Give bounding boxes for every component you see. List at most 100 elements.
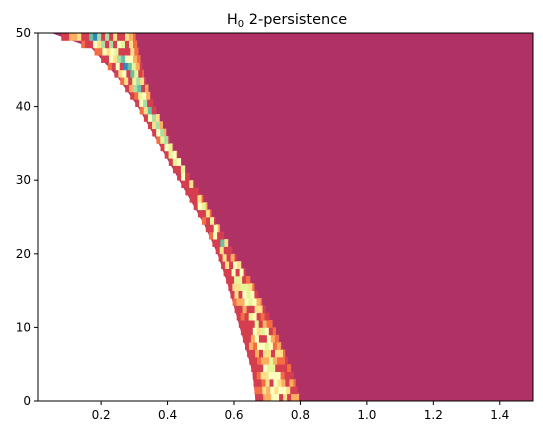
heatmap-cell	[130, 48, 134, 56]
heatmap-cell	[227, 254, 231, 262]
heatmap-cell	[214, 217, 216, 225]
heatmap-cell	[121, 55, 125, 63]
heatmap-cell	[144, 114, 148, 122]
heatmap-cell	[165, 143, 169, 151]
heatmap-cell	[161, 143, 165, 151]
heatmap-cell	[253, 298, 257, 306]
heatmap-cell	[138, 48, 139, 56]
heatmap-cell	[124, 62, 128, 70]
heatmap-cell	[102, 48, 106, 56]
heatmap-cell	[133, 55, 137, 63]
heatmap-cell	[275, 350, 279, 358]
heatmap-cell	[285, 372, 289, 380]
heatmap-cell	[249, 298, 253, 306]
heatmap-cell	[258, 386, 262, 394]
heatmap-cell	[282, 386, 286, 394]
heatmap-cell	[237, 298, 241, 306]
heatmap-cell	[202, 202, 206, 210]
heatmap-cell	[220, 239, 224, 247]
heatmap-cell	[134, 92, 138, 100]
heatmap-cell	[140, 62, 143, 70]
heatmap-cell	[253, 327, 257, 335]
heatmap-cell	[245, 298, 249, 306]
heatmap-cell	[289, 372, 293, 380]
heatmap-cell	[257, 327, 261, 335]
heatmap-cell	[202, 217, 206, 225]
heatmap-cell	[189, 180, 193, 188]
heatmap-cell	[283, 350, 285, 358]
heatmap-cell	[258, 379, 262, 387]
heatmap-cell	[145, 85, 148, 93]
heatmap-cell	[259, 364, 263, 372]
heatmap-cell	[110, 48, 114, 56]
heatmap-cell	[120, 62, 124, 70]
heatmap-cell	[99, 48, 103, 56]
heatmap-cell	[241, 298, 245, 306]
heatmap-cell	[137, 55, 141, 63]
heatmap-cell	[279, 350, 283, 358]
heatmap-cell	[271, 350, 275, 358]
heatmap-cell	[173, 158, 177, 166]
heatmap-cell	[151, 99, 153, 107]
heatmap-cell	[137, 85, 141, 93]
heatmap-cell	[113, 33, 117, 41]
heatmap-cell	[278, 386, 282, 394]
heatmap-cell	[108, 62, 112, 70]
heatmap-cell	[210, 217, 214, 225]
heatmap-cell	[220, 246, 224, 254]
heatmap-cell	[241, 327, 245, 335]
heatmap-cell	[259, 394, 263, 402]
heatmap-cell	[198, 202, 202, 210]
heatmap-cell	[247, 335, 251, 343]
heatmap-cell	[229, 261, 233, 269]
y-tick-label: 0	[23, 394, 31, 408]
heatmap-cell	[138, 70, 142, 78]
heatmap-cell	[269, 357, 273, 365]
heatmap-cell	[120, 77, 124, 85]
heatmap-cell	[206, 202, 208, 210]
heatmap-cell	[249, 357, 253, 365]
heatmap-cell	[281, 342, 283, 350]
heatmap-cell	[156, 121, 160, 129]
heatmap-cell	[251, 350, 255, 358]
heatmap-cell	[197, 188, 199, 196]
heatmap-cell	[234, 276, 238, 284]
heatmap-cell	[290, 386, 294, 394]
chart-title: H0 2-persistence	[227, 12, 347, 30]
heatmap-cell	[263, 320, 267, 328]
heatmap-cell	[266, 379, 270, 387]
heatmap-cell	[97, 40, 101, 48]
heatmap-cell	[293, 372, 294, 380]
heatmap-cell	[194, 202, 198, 210]
heatmap-cell	[243, 335, 247, 343]
heatmap-cell	[271, 335, 275, 343]
heatmap-cell	[160, 129, 164, 137]
heatmap-cell	[232, 246, 233, 254]
heatmap-cell	[270, 379, 274, 387]
heatmap-cell	[245, 313, 249, 321]
heatmap-cell	[135, 99, 139, 107]
heatmap-cell	[97, 33, 101, 41]
heatmap-cell	[274, 386, 278, 394]
heatmap-cell	[277, 342, 281, 350]
heatmap-cell	[239, 320, 243, 328]
heatmap-cell	[266, 386, 270, 394]
heatmap-cell	[263, 305, 266, 313]
y-tick-label: 20	[16, 247, 31, 261]
heatmap-cell	[254, 291, 258, 299]
heatmap-cell	[105, 55, 109, 63]
heatmap-cell	[93, 40, 97, 48]
heatmap-cell	[262, 386, 266, 394]
heatmap-cell	[125, 33, 129, 41]
heatmap-cell	[93, 33, 97, 41]
plot-area	[38, 33, 533, 401]
heatmap-cell	[253, 357, 257, 365]
heatmap-cell	[257, 342, 261, 350]
heatmap-cell	[249, 342, 253, 350]
heatmap-cell	[269, 342, 273, 350]
heatmap-cell	[236, 283, 240, 291]
heatmap-cell	[277, 357, 281, 365]
heatmap-cell	[254, 386, 258, 394]
heatmap-cell	[152, 114, 156, 122]
heatmap-cell	[253, 372, 257, 380]
